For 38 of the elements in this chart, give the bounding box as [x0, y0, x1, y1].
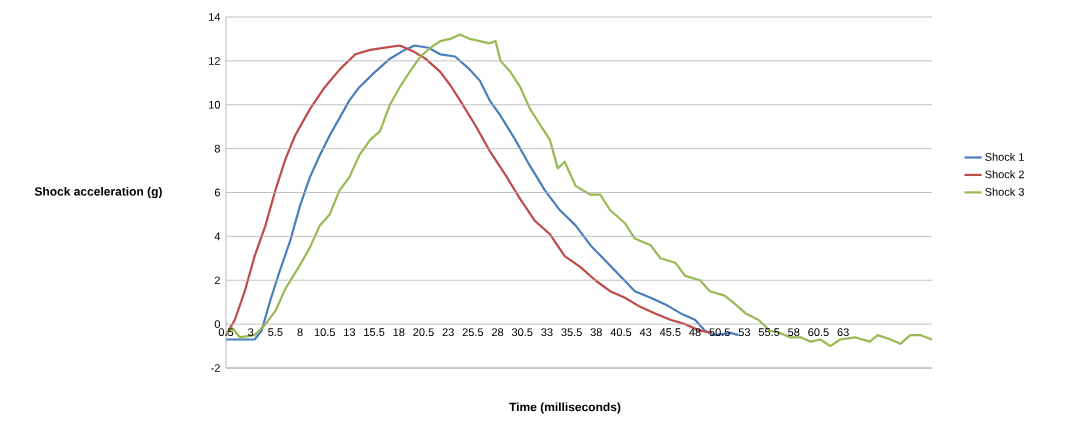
x-tick-label: 53 — [738, 328, 751, 337]
x-tick-label: 58 — [788, 328, 800, 337]
x-tick-label: 18 — [393, 328, 405, 337]
legend-label: Shock 1 — [985, 152, 1024, 161]
x-tick-label: 60.5 — [808, 328, 829, 337]
x-tick-label: 23 — [442, 328, 454, 337]
x-tick-label: 40.5 — [610, 328, 632, 337]
legend-label: Shock 2 — [985, 170, 1024, 179]
x-tick-label: 43 — [639, 328, 652, 337]
y-axis-title: Shock acceleration (g) — [34, 186, 162, 199]
x-tick-label: 28 — [491, 328, 504, 337]
x-tick-label: 20.5 — [413, 328, 434, 337]
legend-label: Shock 3 — [985, 187, 1024, 196]
x-tick-label: 13 — [344, 328, 356, 337]
x-tick-label: 33 — [541, 328, 553, 337]
y-tick-label: 8 — [214, 144, 220, 153]
y-tick-label: 12 — [209, 57, 220, 65]
y-tick-label: 4 — [214, 232, 221, 241]
x-tick-label: 25.5 — [462, 328, 484, 337]
x-tick-label: 35.5 — [561, 328, 582, 337]
x-tick-label: 10.5 — [314, 328, 335, 337]
x-tick-label: 5.5 — [268, 328, 283, 336]
x-tick-label: 30.5 — [511, 328, 533, 337]
x-tick-label: 15.5 — [364, 328, 385, 336]
y-tick-label: 14 — [209, 13, 221, 21]
x-tick-label: 63 — [837, 328, 849, 337]
x-tick-label: 8 — [297, 328, 303, 337]
y-tick-label: 2 — [214, 276, 220, 285]
x-axis-title: Time (milliseconds) — [509, 402, 621, 414]
y-tick-label: 10 — [209, 100, 221, 109]
y-tick-label: 6 — [214, 188, 220, 197]
y-tick-label: 0 — [214, 320, 221, 329]
y-tick-label: -2 — [211, 364, 220, 372]
x-tick-label: 55.5 — [758, 328, 780, 336]
x-tick-label: 45.5 — [659, 328, 681, 336]
x-tick-label: 3 — [248, 328, 254, 337]
x-tick-label: 38 — [590, 328, 602, 337]
x-tick-label: 48 — [689, 328, 701, 337]
